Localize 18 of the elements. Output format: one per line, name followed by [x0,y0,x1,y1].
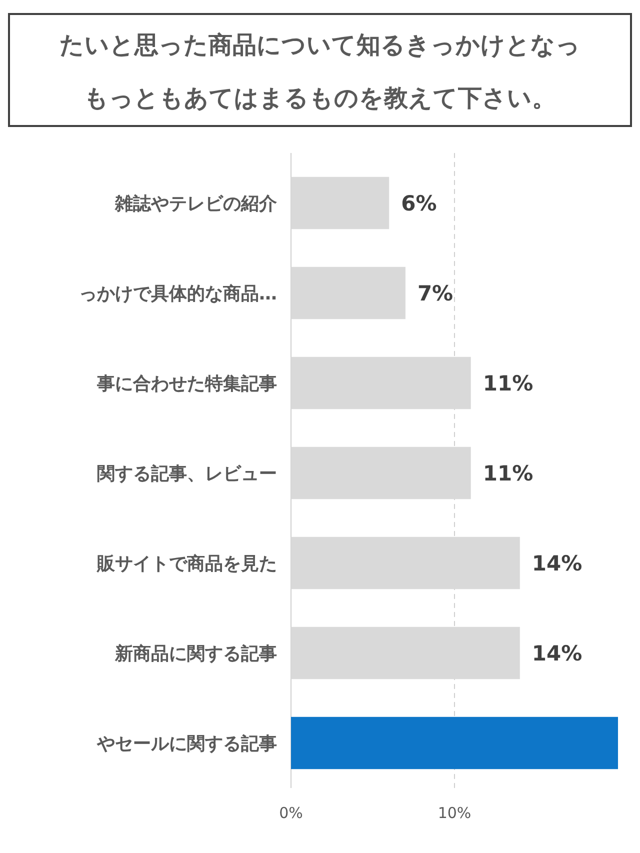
y-tick-label: 販サイトで商品を見た [96,553,277,574]
x-tick-label: 10% [438,804,472,822]
data-label: 7% [417,281,454,306]
y-tick-label: っかけで具体的な商品… [79,283,277,304]
data-label: 11% [482,371,534,396]
y-tick-label: やセールに関する記事 [96,733,277,754]
chart-title: たいと思った商品について知るきっかけとなっ [60,31,580,59]
bar [291,716,618,770]
data-label: 14% [532,641,582,666]
y-tick-label: 関する記事、レビュー [97,463,277,484]
y-tick-label: 雑誌やテレビの紹介 [114,193,278,214]
data-label: 6% [401,191,437,216]
y-tick-label: 新商品に関する記事 [114,643,277,664]
y-tick-label: 事に合わせた特集記事 [96,373,277,394]
x-tick-label: 0% [279,804,303,822]
chart-subtitle: もっともあてはまるものを教えて下さい。 [84,84,556,112]
data-label: 14% [532,551,582,576]
data-label: 11% [482,461,534,486]
